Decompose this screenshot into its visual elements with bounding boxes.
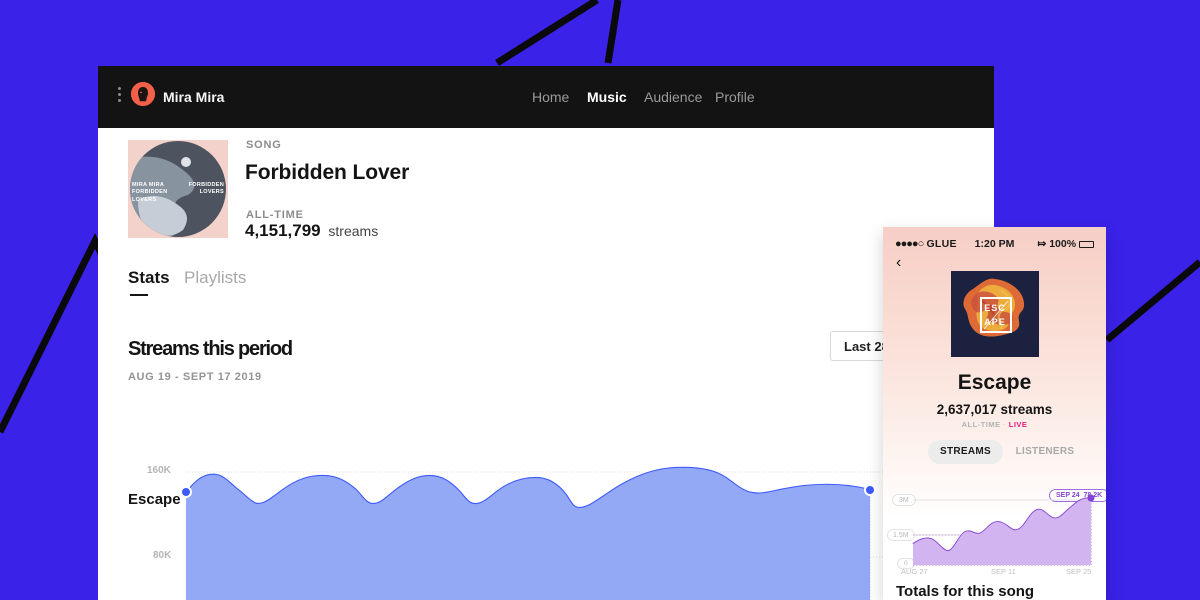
svg-text:ESC: ESC xyxy=(984,303,1006,313)
svg-text:APE: APE xyxy=(984,317,1006,327)
